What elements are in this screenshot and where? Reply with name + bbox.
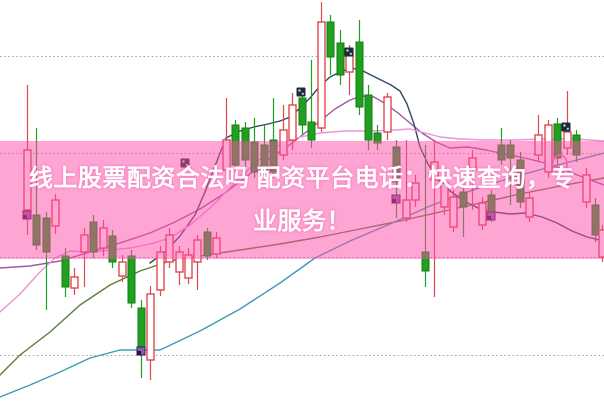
promo-banner[interactable]: 线上股票配资合法吗 配资平台电话：快速查询，专 业服务！ — [0, 141, 604, 259]
marker-dot — [566, 127, 569, 130]
candle-body-up — [288, 104, 297, 141]
marker-dot — [563, 124, 566, 127]
promo-text-line1: 线上股票配资合法吗 配资平台电话：快速查询，专 — [28, 165, 576, 192]
marker-dot — [137, 351, 141, 355]
candle-body-down — [307, 121, 316, 141]
marker-dot — [301, 92, 304, 95]
candle-body-up — [317, 21, 326, 129]
candle-body-down — [137, 307, 146, 354]
marker-black-icon — [561, 122, 571, 132]
candle-body-down — [61, 255, 70, 288]
candle-body-down — [355, 41, 364, 108]
promo-text-line2: 业服务！ — [253, 208, 351, 235]
candle-body-down — [336, 42, 345, 76]
candle-body-down — [326, 21, 335, 58]
marker-dot — [346, 49, 349, 52]
marker-black-icon — [344, 47, 354, 57]
candle-body-down — [127, 255, 136, 304]
candle-body-up — [383, 96, 392, 133]
marker-black-icon — [296, 87, 306, 97]
candle-body-up — [146, 293, 155, 361]
candle-body-up — [118, 261, 127, 277]
candle-body-down — [364, 94, 373, 141]
marker-dot — [298, 89, 301, 92]
marker-dot — [349, 52, 352, 55]
candle-body-up — [70, 276, 79, 289]
candle-body-down — [298, 97, 307, 126]
